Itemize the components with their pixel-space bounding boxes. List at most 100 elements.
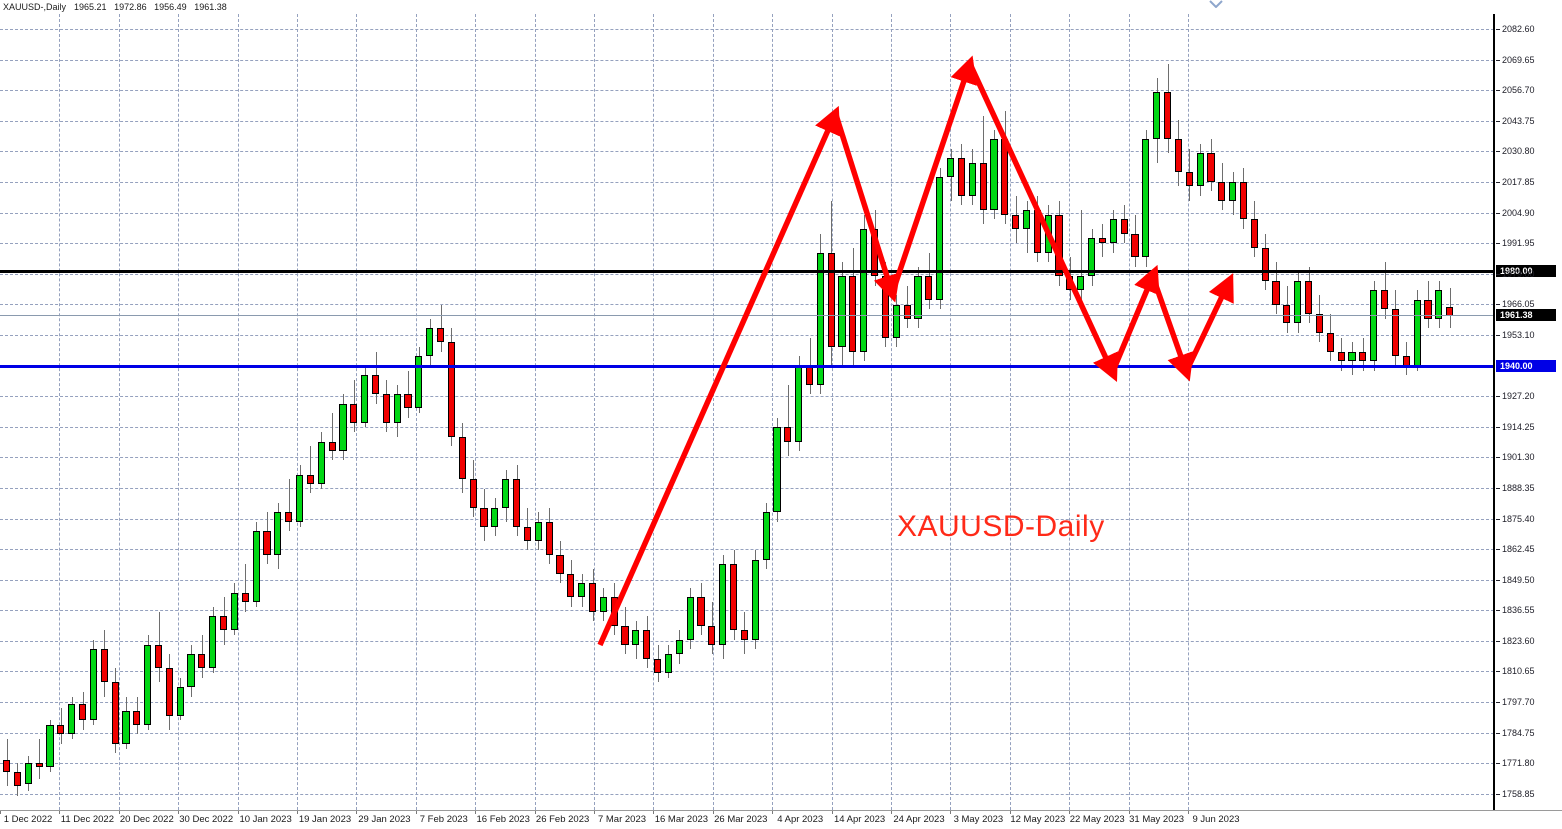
current-price-line[interactable]: [0, 315, 1494, 317]
gridline-vertical: [534, 14, 536, 810]
date-axis-tick-mark: [772, 811, 774, 814]
candle-body-bullish: [751, 559, 759, 640]
candle-wick: [245, 564, 246, 612]
candle-body-bearish: [1337, 351, 1345, 362]
gridline-horizontal: [0, 518, 1494, 520]
date-axis-tick-label: 14 Apr 2023: [833, 814, 886, 825]
price-axis-tick-mark: [1496, 90, 1500, 92]
price-axis-tick-mark: [1496, 610, 1500, 612]
candle-body-bearish: [1001, 139, 1009, 215]
chart-plot-area[interactable]: XAUUSD-Daily: [0, 14, 1494, 810]
date-axis-tick-label: 7 Mar 2023: [597, 814, 647, 825]
candle-body-bearish: [523, 526, 531, 541]
gridline-vertical: [653, 14, 655, 810]
price-axis-tick-label: 1901.30: [1496, 451, 1535, 463]
price-axis-tick-label: 2069.65: [1496, 54, 1535, 66]
candle-body-bullish: [773, 427, 781, 513]
ohlc-high-value: 1972.86: [114, 2, 147, 12]
candle-body-bearish: [1239, 181, 1248, 220]
candle-body-bearish: [1174, 139, 1182, 173]
candle-body-bearish: [1272, 280, 1280, 305]
gridline-horizontal: [0, 243, 1494, 245]
price-axis-tick-label: 1784.75: [1496, 727, 1535, 739]
candle-wick: [310, 446, 311, 494]
price-axis-highlight-label[interactable]: 1961.38: [1496, 309, 1556, 322]
candle-body-bearish: [654, 658, 662, 673]
candle-wick: [408, 370, 409, 418]
date-axis[interactable]: 1 Dec 2022 11 Dec 2022 20 Dec 2022 30 Dec 2…: [0, 810, 1562, 829]
candle-body-bearish: [1033, 210, 1041, 253]
candle-body-bullish: [892, 304, 900, 338]
date-axis-tick-mark: [1128, 811, 1130, 814]
price-axis-tick-mark: [1496, 457, 1500, 459]
candle-body-bearish: [1380, 290, 1389, 310]
price-axis[interactable]: 2082.60 2069.65 2056.70 2043.75 2030.80 2017.…: [1496, 14, 1562, 810]
candle-body-bullish: [491, 507, 499, 527]
gridline-horizontal: [0, 763, 1494, 765]
gridline-horizontal: [0, 396, 1494, 398]
candle-body-bearish: [1066, 276, 1074, 291]
gridline-vertical: [178, 14, 180, 810]
price-axis-tick-mark: [1496, 304, 1500, 306]
candle-body-bearish: [1391, 309, 1399, 357]
gridline-vertical: [1009, 14, 1011, 810]
date-axis-tick-label: 9 Jun 2023: [1192, 814, 1240, 825]
candle-body-bullish: [46, 724, 54, 768]
candle-body-bearish: [979, 162, 987, 211]
candle-body-bullish: [632, 630, 640, 645]
gridline-horizontal: [0, 549, 1494, 551]
price-axis-highlight-label[interactable]: 1940.00: [1496, 359, 1556, 372]
date-axis-tick-label: 16 Mar 2023: [654, 814, 709, 825]
date-axis-tick-mark: [297, 811, 298, 814]
price-axis-tick-mark: [1496, 120, 1500, 122]
candle-body-bearish: [241, 592, 249, 603]
candle-body-bullish: [838, 276, 846, 348]
date-axis-tick-label: 12 May 2023: [1010, 814, 1066, 825]
price-axis-tick-mark: [1496, 763, 1500, 765]
price-axis-tick-label: 1979.00: [1496, 268, 1535, 280]
price-axis-highlight-label[interactable]: 1980.00: [1496, 265, 1556, 278]
gridline-horizontal: [0, 334, 1494, 336]
candle-body-bullish: [144, 644, 152, 725]
candle-body-bullish: [176, 687, 184, 716]
candle-body-bearish: [13, 772, 22, 787]
candle-body-bearish: [1315, 313, 1324, 333]
candle-body-bullish: [89, 649, 97, 721]
candle-body-bullish: [502, 479, 510, 508]
chevron-down-icon: [1209, 0, 1223, 8]
ohlc-low-value: 1956.49: [154, 2, 187, 12]
candle-body-bearish: [1207, 153, 1215, 182]
candle-body-bullish: [860, 228, 868, 352]
price-axis-tick-mark: [1496, 732, 1500, 734]
gridline-horizontal: [0, 793, 1494, 795]
support-level-line[interactable]: [0, 364, 1494, 368]
candle-wick: [332, 413, 333, 461]
gridline-vertical: [237, 14, 239, 810]
gridline-vertical: [1128, 14, 1130, 810]
gridline-horizontal: [0, 426, 1494, 428]
instrument-symbol-label: XAUUSD-,Daily: [3, 2, 67, 12]
candle-body-bearish: [740, 630, 748, 640]
resistance-level-line[interactable]: [0, 270, 1494, 274]
candle-body-bullish: [1370, 290, 1378, 362]
candle-body-bullish: [415, 356, 423, 409]
date-axis-tick-label: 11 Dec 2022: [60, 814, 114, 825]
ohlc-close-value: 1961.38: [194, 2, 227, 12]
date-axis-tick-label: 29 Jan 2023: [358, 814, 411, 825]
candle-body-bearish: [697, 597, 705, 626]
date-axis-tick-mark: [831, 811, 833, 814]
price-axis-tick-mark: [1496, 671, 1500, 673]
gridline-vertical: [1188, 14, 1189, 810]
candle-body-bearish: [111, 682, 119, 744]
date-axis-tick-label: 26 Feb 2023: [535, 814, 590, 825]
candle-body-bearish: [881, 276, 890, 338]
price-axis-tick-label: 1862.45: [1496, 543, 1535, 555]
candle-body-bullish: [1413, 299, 1421, 366]
gridline-vertical: [594, 14, 595, 810]
price-axis-tick-mark: [1496, 426, 1500, 428]
candle-body-bearish: [925, 276, 933, 300]
candle-body-bearish: [1250, 219, 1258, 248]
date-axis-tick-label: 31 May 2023: [1129, 814, 1185, 825]
gridline-vertical: [297, 14, 298, 810]
gridline-vertical: [950, 14, 952, 810]
